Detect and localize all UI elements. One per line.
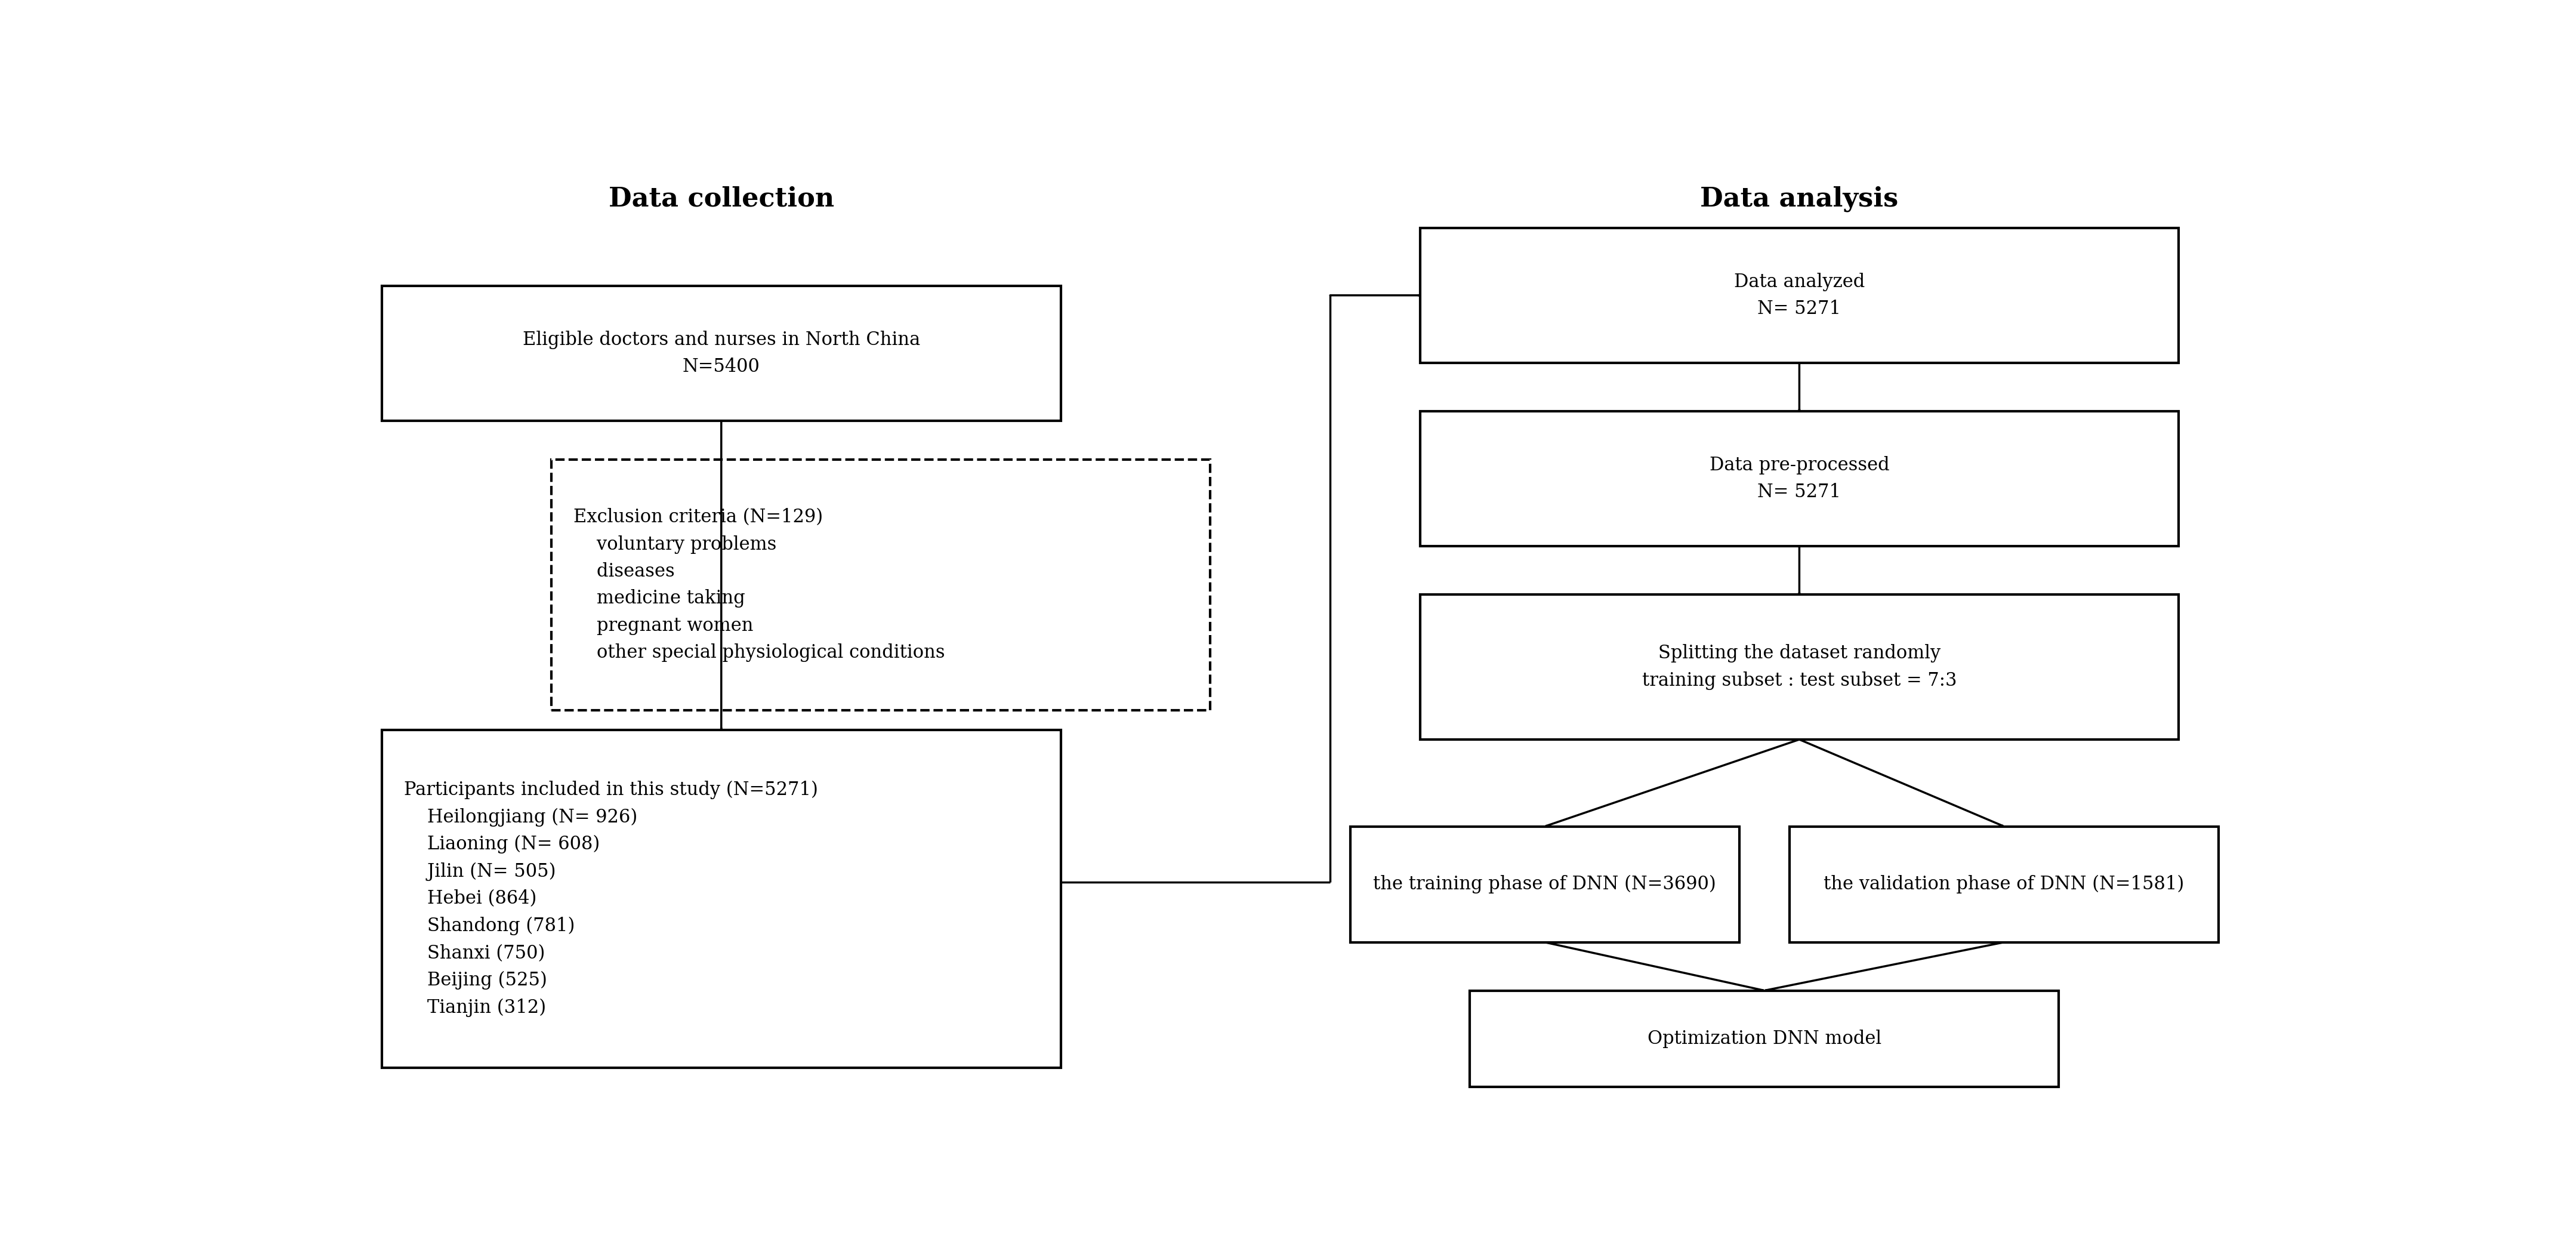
- FancyBboxPatch shape: [381, 730, 1061, 1067]
- Text: Exclusion criteria (N=129)
    voluntary problems
    diseases
    medicine taki: Exclusion criteria (N=129) voluntary pro…: [574, 508, 945, 662]
- FancyBboxPatch shape: [1419, 594, 2179, 740]
- Text: Data collection: Data collection: [608, 186, 835, 212]
- FancyBboxPatch shape: [1419, 228, 2179, 362]
- FancyBboxPatch shape: [1350, 826, 1739, 942]
- Text: Data analyzed
N= 5271: Data analyzed N= 5271: [1734, 272, 1865, 319]
- FancyBboxPatch shape: [1790, 826, 2218, 942]
- FancyBboxPatch shape: [1471, 991, 2058, 1087]
- FancyBboxPatch shape: [381, 286, 1061, 421]
- Text: Splitting the dataset randomly
training subset : test subset = 7:3: Splitting the dataset randomly training …: [1641, 645, 1958, 690]
- Text: the validation phase of DNN (N=1581): the validation phase of DNN (N=1581): [1824, 875, 2184, 894]
- Text: Participants included in this study (N=5271)
    Heilongjiang (N= 926)
    Liaon: Participants included in this study (N=5…: [404, 780, 819, 1017]
- Text: Optimization DNN model: Optimization DNN model: [1649, 1030, 1880, 1048]
- Text: Data pre-processed
N= 5271: Data pre-processed N= 5271: [1710, 456, 1888, 502]
- Text: Eligible doctors and nurses in North China
N=5400: Eligible doctors and nurses in North Chi…: [523, 331, 920, 376]
- FancyBboxPatch shape: [551, 459, 1211, 711]
- FancyBboxPatch shape: [1419, 411, 2179, 547]
- Text: the training phase of DNN (N=3690): the training phase of DNN (N=3690): [1373, 875, 1716, 894]
- Text: Data analysis: Data analysis: [1700, 186, 1899, 212]
